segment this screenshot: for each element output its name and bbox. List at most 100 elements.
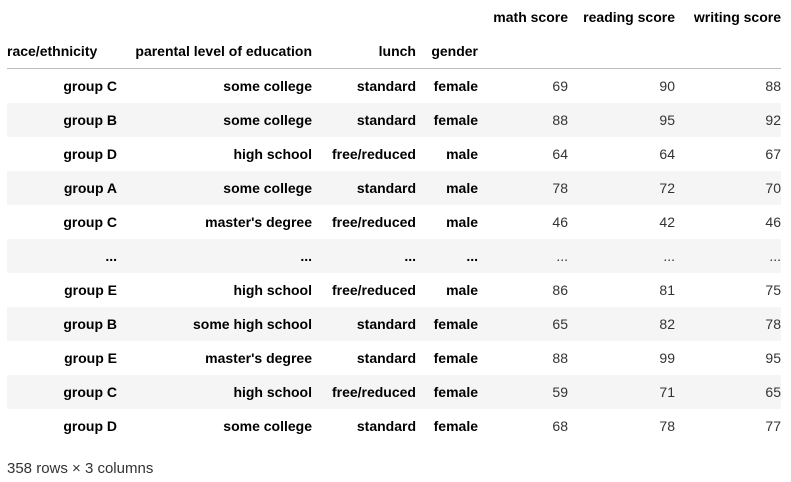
row-lunch: free/reduced	[331, 281, 416, 298]
row-lunch: free/reduced	[331, 383, 416, 400]
row-race: group C	[63, 383, 117, 400]
row-lunch: standard	[356, 111, 416, 128]
cell-math-score: 78	[552, 179, 568, 196]
cell-math-score: 88	[552, 349, 568, 366]
row-education: high school	[233, 281, 312, 298]
index-name-lunch: lunch	[312, 34, 416, 69]
cell-writing-score: 75	[765, 281, 781, 298]
table-row: group C high school free/reduced female …	[7, 374, 781, 409]
row-education: some college	[223, 77, 312, 94]
row-education: some college	[223, 111, 312, 128]
index-name-parental-education: parental level of education	[117, 34, 312, 69]
row-lunch: standard	[356, 349, 416, 366]
cell-math-score: 59	[552, 383, 568, 400]
dataframe-output: math score reading score writing score r…	[7, 0, 787, 443]
row-education: some college	[223, 179, 312, 196]
cell-reading-score: 82	[659, 315, 675, 332]
row-education: master's degree	[205, 349, 312, 366]
index-name-gender: gender	[416, 34, 478, 69]
row-gender: female	[433, 417, 478, 434]
column-header-writing-score: writing score	[693, 9, 781, 25]
dataframe-shape-caption: 358 rows × 3 columns	[7, 460, 154, 477]
index-name-race-ethnicity: race/ethnicity	[7, 34, 117, 69]
cell-reading-score: 72	[659, 179, 675, 196]
row-gender: female	[433, 383, 478, 400]
column-header-reading-score: reading score	[583, 9, 675, 25]
index-names-row: race/ethnicity parental level of educati…	[7, 34, 781, 69]
cell-reading-score: 90	[659, 77, 675, 94]
table-row: group D some college standard female 68 …	[7, 409, 781, 443]
dataframe-table: math score reading score writing score r…	[7, 0, 781, 443]
row-race: group E	[64, 281, 117, 298]
row-education: ...	[300, 247, 312, 264]
row-education: some high school	[192, 315, 312, 332]
cell-math-score: 69	[552, 77, 568, 94]
row-lunch: ...	[404, 247, 416, 264]
table-row: group E master's degree standard female …	[7, 341, 781, 375]
cell-writing-score: 88	[765, 77, 781, 94]
row-lunch: standard	[356, 77, 416, 94]
row-race: group D	[63, 417, 117, 434]
row-education: master's degree	[205, 213, 312, 230]
cell-reading-score: 64	[659, 145, 675, 162]
row-race: group B	[63, 315, 117, 332]
cell-writing-score: 92	[765, 111, 781, 128]
row-gender: female	[433, 111, 478, 128]
cell-reading-score: 78	[659, 417, 675, 434]
ellipsis-row: ... ... ... ... ... ... ...	[7, 238, 781, 273]
table-row: group C some college standard female 69 …	[7, 69, 781, 103]
row-race: group D	[63, 145, 117, 162]
table-row: group A some college standard male 78 72…	[7, 170, 781, 205]
cell-writing-score: ...	[769, 247, 781, 264]
row-lunch: free/reduced	[331, 145, 416, 162]
table-row: group D high school free/reduced male 64…	[7, 137, 781, 171]
cell-writing-score: 78	[765, 315, 781, 332]
column-header-math-score: math score	[493, 9, 568, 25]
table-row: group C master's degree free/reduced mal…	[7, 205, 781, 239]
cell-writing-score: 65	[765, 383, 781, 400]
cell-math-score: 64	[552, 145, 568, 162]
cell-writing-score: 67	[765, 145, 781, 162]
row-race: group E	[64, 349, 117, 366]
cell-math-score: 86	[552, 281, 568, 298]
cell-writing-score: 70	[765, 179, 781, 196]
column-header-row: math score reading score writing score	[7, 0, 781, 34]
table-body: group C some college standard female 69 …	[7, 69, 781, 443]
cell-math-score: 88	[552, 111, 568, 128]
row-education: some college	[223, 417, 312, 434]
row-lunch: standard	[356, 417, 416, 434]
cell-reading-score: 95	[659, 111, 675, 128]
cell-math-score: ...	[556, 247, 568, 264]
table-row: group B some high school standard female…	[7, 306, 781, 341]
row-gender: female	[433, 77, 478, 94]
row-race: group C	[63, 213, 117, 230]
row-education: high school	[233, 145, 312, 162]
cell-writing-score: 77	[765, 417, 781, 434]
row-race: ...	[105, 247, 117, 264]
cell-writing-score: 95	[765, 349, 781, 366]
cell-writing-score: 46	[765, 213, 781, 230]
cell-math-score: 46	[552, 213, 568, 230]
row-gender: male	[446, 179, 478, 196]
row-gender: female	[433, 349, 478, 366]
row-gender: male	[446, 145, 478, 162]
cell-reading-score: 81	[659, 281, 675, 298]
cell-math-score: 68	[552, 417, 568, 434]
cell-reading-score: ...	[663, 247, 675, 264]
cell-reading-score: 99	[659, 349, 675, 366]
table-header: math score reading score writing score r…	[7, 0, 781, 69]
row-race: group A	[63, 179, 117, 196]
cell-reading-score: 42	[659, 213, 675, 230]
cell-reading-score: 71	[659, 383, 675, 400]
row-lunch: standard	[356, 315, 416, 332]
row-gender: male	[446, 213, 478, 230]
table-row: group B some college standard female 88 …	[7, 102, 781, 137]
table-row: group E high school free/reduced male 86…	[7, 273, 781, 307]
cell-math-score: 65	[552, 315, 568, 332]
row-race: group B	[63, 111, 117, 128]
row-race: group C	[63, 77, 117, 94]
row-gender: ...	[466, 247, 478, 264]
row-gender: male	[446, 281, 478, 298]
row-lunch: free/reduced	[331, 213, 416, 230]
row-lunch: standard	[356, 179, 416, 196]
